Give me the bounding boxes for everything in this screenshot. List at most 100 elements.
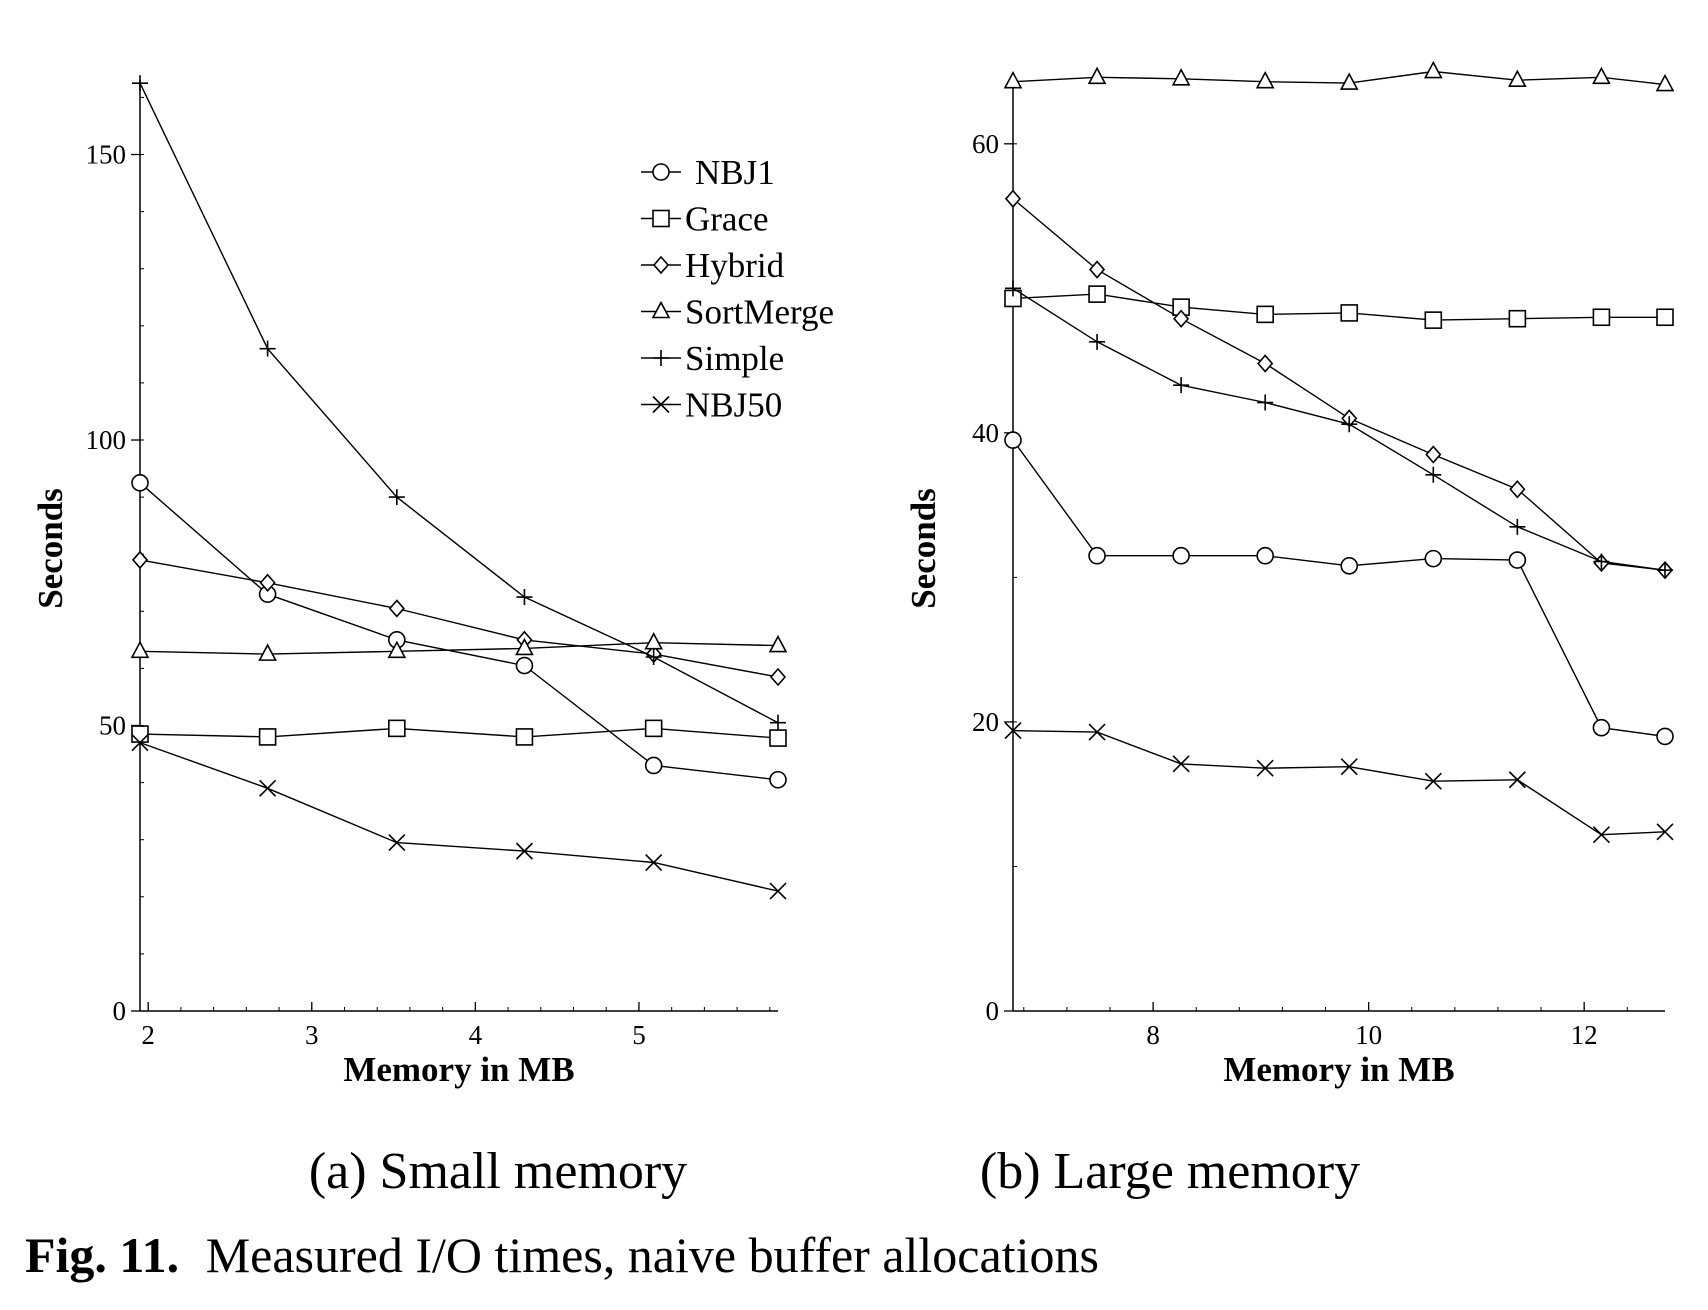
data-point-nbj1 [769,770,787,789]
data-point-simple [1425,466,1442,483]
data-point-nbj1 [644,756,663,775]
data-point-nbj50 [1088,723,1106,741]
y-axis-title: Seconds [904,488,943,609]
caption-large-memory: (b) Large memory [980,1143,1360,1200]
data-point-nbj1 [1424,549,1443,568]
legend-marker-hybrid [652,255,670,275]
legend-marker-nbj50 [652,395,670,414]
x-tick-label: 10 [1355,1020,1382,1050]
data-point-nbj1 [1656,727,1674,746]
data-point-sortmerge [1423,60,1443,79]
legend-marker-sortmerge [651,300,671,319]
figure-title: Measured I/O times, naive buffer allocat… [206,1227,1099,1283]
series-hybrid [131,550,787,687]
series-line-nbj1 [1012,439,1666,738]
data-point-simple [388,489,405,506]
legend-marker-grace [652,209,670,228]
series-simple [1005,280,1673,579]
legend-label: NBJ1 [695,153,775,192]
series-line-sortmerge [139,641,779,655]
legend-label: Grace [685,200,769,239]
legend-item-sortmerge: SortMerge [641,293,834,332]
legend-label: SortMerge [685,293,834,332]
figure-label: Fig. 11. [25,1227,179,1283]
data-point-grace [131,725,149,743]
data-point-simple [1657,562,1673,579]
data-point-grace [1088,285,1106,303]
data-point-simple [132,75,148,92]
data-point-grace [1508,309,1527,328]
series-grace [131,719,787,747]
series-line-hybrid [139,559,779,678]
legend-item-nbj50: NBJ50 [641,386,782,425]
series-line-grace [1012,293,1665,321]
legend-item-grace: Grace [641,200,769,239]
series-line-nbj50 [139,741,779,892]
data-point-hybrid [1257,354,1274,373]
series-hybrid [1004,189,1674,580]
series-line-nbj50 [1012,729,1666,836]
legend: NBJ1 Grace Hybrid SortMerge Simple NBJ50 [641,153,834,425]
data-point-sortmerge [130,640,150,659]
data-point-nbj50 [1592,826,1610,844]
data-point-simple [1005,280,1021,297]
x-tick-label: 8 [1146,1020,1160,1050]
series-line-simple [139,82,779,724]
data-point-nbj50 [1508,771,1526,789]
data-point-grace [1656,308,1674,327]
data-point-simple [516,589,533,606]
x-tick-label: 2 [141,1020,155,1050]
data-point-nbj50 [645,853,663,872]
x-axis-title: Memory in MB [1223,1050,1454,1089]
chart-large-memory: 8 10 12 0 20 40 60 Memory in MB Seconds [904,60,1675,1089]
data-point-hybrid [1173,309,1190,328]
y-tick-label: 100 [86,425,127,455]
series-nbj1 [131,474,787,789]
data-point-simple [1257,394,1274,411]
legend-marker-simple [653,350,669,366]
legend-label: Hybrid [685,246,785,285]
y-tick-label: 40 [972,418,999,448]
data-point-sortmerge [1087,66,1107,85]
data-point-grace [1592,308,1611,327]
y-tick-label: 50 [99,711,126,741]
x-tick-label: 4 [469,1020,483,1050]
data-point-sortmerge [1003,70,1023,89]
x-tick-label: 12 [1571,1020,1598,1050]
data-point-sortmerge [258,643,277,661]
series-line-sortmerge [1012,70,1666,86]
data-point-nbj50 [388,833,406,852]
data-point-simple [645,648,662,665]
data-point-grace [1256,305,1274,324]
data-point-nbj1 [1004,431,1022,449]
data-point-nbj1 [1172,546,1190,565]
x-axis-title: Memory in MB [343,1050,574,1089]
data-point-hybrid [1509,480,1526,499]
data-point-simple [1173,377,1190,394]
data-point-sortmerge [768,634,788,653]
data-point-nbj1 [1508,551,1527,569]
data-point-hybrid [131,550,149,570]
y-tick-label: 60 [972,129,999,159]
legend-label: Simple [685,339,784,378]
data-point-sortmerge [1592,66,1611,85]
data-point-hybrid [1004,189,1022,208]
data-point-nbj50 [259,779,277,797]
legend-item-nbj1: NBJ1 [641,153,775,192]
data-point-simple [1593,553,1610,570]
data-point-sortmerge [1655,73,1675,92]
y-tick-label: 20 [972,707,999,737]
series-sortmerge [130,632,788,661]
data-point-grace [515,728,534,746]
data-point-sortmerge [1508,69,1527,88]
data-point-nbj50 [515,842,534,860]
data-point-sortmerge [1339,72,1359,90]
data-point-hybrid [1088,260,1106,279]
x-tick-label: 3 [305,1020,319,1050]
caption-small-memory: (a) Small memory [309,1143,687,1200]
y-tick-label: 0 [113,996,127,1026]
data-point-nbj50 [1172,755,1190,773]
data-point-nbj1 [131,474,149,492]
